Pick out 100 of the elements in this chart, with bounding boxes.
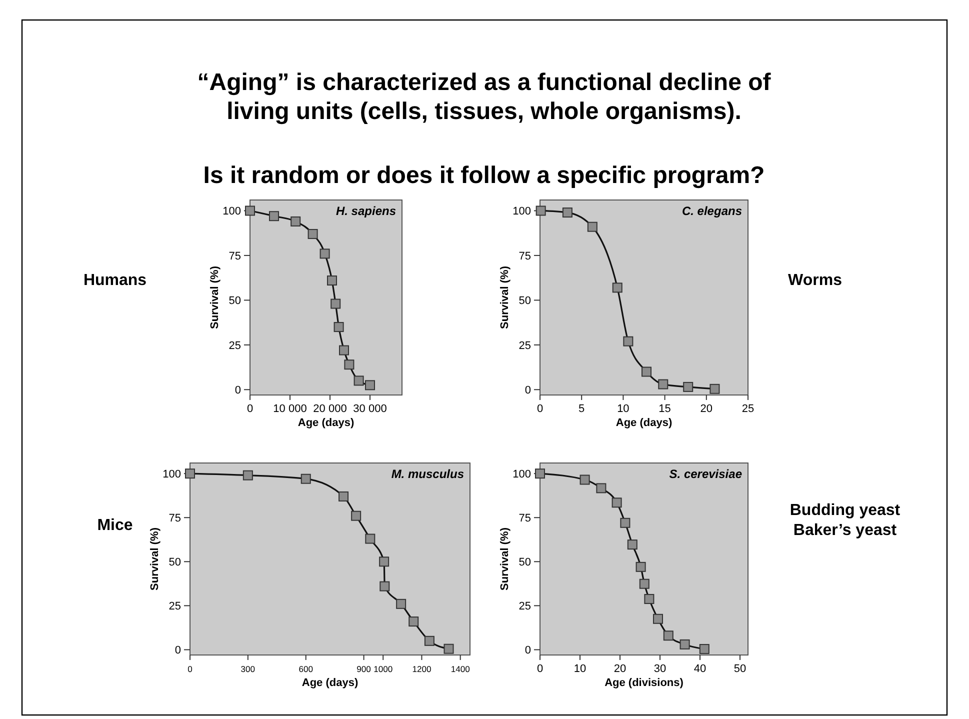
point — [535, 468, 545, 479]
point — [269, 211, 279, 222]
point — [365, 380, 375, 390]
point — [351, 510, 362, 521]
y-tick-label: 50 — [168, 556, 181, 568]
x-tick-label: 1400 — [450, 664, 470, 674]
y-tick-label: 25 — [168, 600, 181, 613]
y-tick-label: 75 — [168, 512, 181, 524]
y-tick-label: 100 — [222, 206, 241, 218]
x-tick-label: 50 — [734, 663, 746, 675]
x-tick-label: 5 — [578, 403, 585, 415]
y-axis-title: Survival (%) — [499, 266, 511, 329]
y-tick-label: 0 — [174, 644, 181, 657]
y-tick-label: 75 — [228, 250, 241, 262]
x-tick-label: 40 — [694, 663, 706, 675]
point — [344, 360, 354, 370]
point — [612, 498, 622, 508]
point — [680, 639, 690, 650]
point — [636, 562, 646, 572]
point — [587, 222, 598, 232]
annotation: M. musculus — [391, 467, 464, 481]
x-tick-label: 20 — [700, 403, 713, 415]
x-tick-label: 30 000 — [353, 403, 387, 415]
x-tick-label: 0 — [188, 664, 193, 674]
x-tick-label: 0 — [246, 403, 254, 415]
y-axis-title: Survival (%) — [149, 527, 161, 590]
y-tick-label: 25 — [518, 340, 531, 352]
y-tick-label: 50 — [518, 556, 531, 568]
x-tick-label: 300 — [240, 664, 256, 674]
point — [641, 366, 652, 377]
text: Budding yeast Baker’s yeast — [790, 502, 901, 539]
x-tick-label: 25 — [742, 403, 754, 415]
text: “Aging” is characterized as a functional decline of living units (cells, tissues, whole organisms). — [197, 69, 772, 125]
point — [379, 556, 390, 567]
point — [320, 248, 330, 259]
point — [653, 614, 663, 624]
point — [365, 534, 376, 544]
point — [300, 474, 311, 484]
point — [185, 468, 195, 479]
point — [639, 578, 650, 589]
y-tick-label: 100 — [512, 468, 531, 480]
x-tick-label: 1200 — [412, 664, 432, 674]
x-axis-title: Age (divisions) — [604, 677, 684, 689]
x-tick-label: 0 — [536, 403, 544, 415]
point — [354, 376, 364, 386]
x-tick-label: 15 — [658, 403, 671, 415]
point — [396, 598, 406, 609]
y-tick-label: 0 — [524, 644, 531, 657]
point — [562, 208, 572, 218]
point — [242, 470, 253, 480]
point — [339, 345, 349, 356]
text: Worms — [788, 272, 842, 289]
y-tick-label: 0 — [234, 384, 241, 396]
annotation: C. elegans — [682, 204, 742, 218]
y-tick-label: 25 — [228, 340, 241, 352]
x-tick-label: 1000 — [374, 664, 393, 674]
x-tick-label: 600 — [298, 664, 314, 674]
point — [658, 379, 668, 390]
x-tick-label: 0 — [536, 663, 544, 675]
x-tick-label: 10 — [617, 403, 630, 415]
point — [663, 630, 674, 641]
point — [627, 540, 638, 550]
point — [330, 298, 341, 309]
y-tick-label: 50 — [518, 295, 531, 308]
x-tick-label: 10 — [574, 663, 586, 675]
x-axis-title: Age (days) — [298, 417, 354, 429]
x-axis-title: Age (days) — [616, 417, 672, 429]
x-tick-label: 20 — [614, 663, 626, 675]
y-tick-label: 75 — [518, 250, 531, 262]
x-tick-label: 30 — [654, 663, 666, 675]
text: Mice — [97, 517, 133, 534]
point — [444, 644, 454, 654]
y-axis-title: Survival (%) — [209, 266, 221, 329]
point — [710, 384, 720, 394]
point — [699, 644, 710, 654]
text: Humans — [83, 272, 147, 289]
y-tick-label: 100 — [162, 468, 181, 480]
annotation: S. cerevisiae — [669, 467, 742, 481]
x-tick-label: 20 000 — [313, 403, 347, 415]
x-tick-label: 900 — [356, 664, 372, 674]
y-axis-title: Survival (%) — [499, 527, 511, 590]
point — [308, 228, 318, 239]
point — [424, 636, 434, 646]
point — [612, 282, 622, 293]
point — [580, 474, 590, 485]
point — [536, 206, 546, 216]
y-tick-label: 25 — [518, 600, 531, 613]
y-tick-label: 50 — [228, 295, 241, 308]
point — [620, 518, 630, 528]
annotation: H. sapiens — [336, 204, 396, 218]
point — [327, 276, 337, 286]
y-tick-label: 0 — [524, 384, 531, 396]
point — [380, 581, 390, 592]
point — [408, 616, 419, 627]
point — [683, 382, 694, 392]
point — [623, 336, 634, 346]
y-tick-label: 100 — [512, 206, 531, 218]
point — [334, 322, 344, 332]
text: Is it random or does it follow a specific program? — [203, 162, 765, 189]
point — [596, 483, 606, 494]
